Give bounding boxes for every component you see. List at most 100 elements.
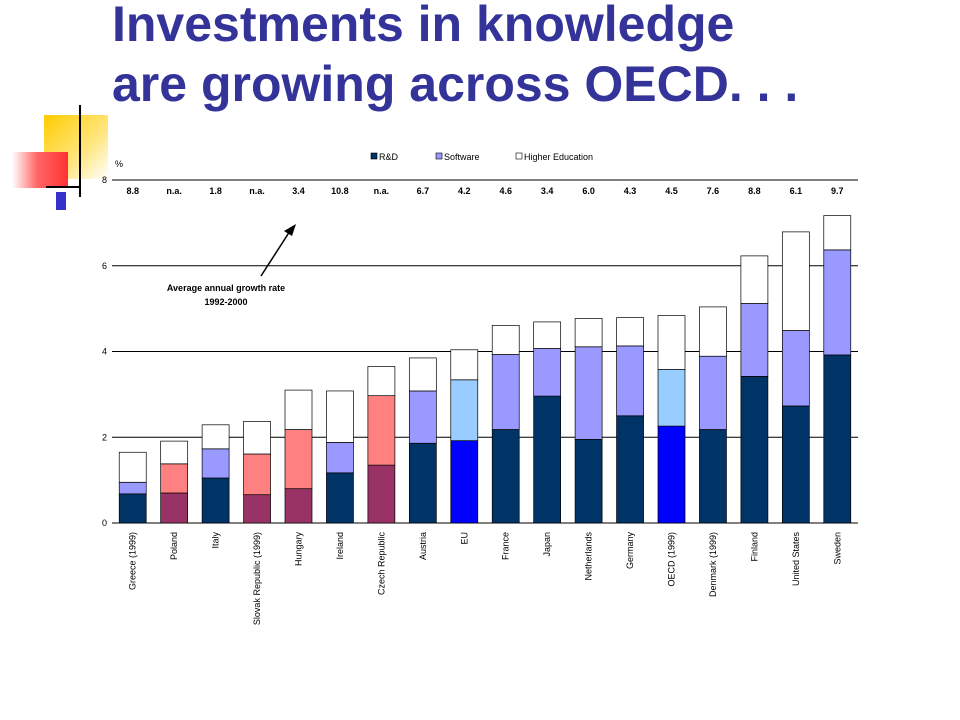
bar-segment-software — [533, 348, 562, 397]
bar-segment-higher-education — [160, 440, 189, 465]
bar-segment-higher-education — [243, 421, 271, 455]
slide-title: Investments in knowledge are growing acr… — [112, 0, 798, 114]
decor-vertical-line — [79, 105, 81, 197]
bar-segment-higher-education — [284, 389, 313, 430]
y-axis-label: % — [115, 159, 123, 169]
growth-rate-value: 4.5 — [665, 186, 678, 196]
bar-segment-higher-education — [699, 306, 727, 357]
bar-segment-r-d — [823, 354, 852, 524]
growth-rate-value: 8.8 — [126, 186, 139, 196]
y-tick-label: 4 — [102, 347, 107, 357]
bar-segment-r-d — [367, 464, 396, 524]
x-tick-label: Greece (1999) — [128, 532, 138, 590]
y-tick-label: 0 — [102, 518, 107, 528]
growth-rate-value: n.a. — [166, 186, 182, 196]
bar-segment-software — [781, 330, 810, 407]
x-tick-label: Hungary — [294, 532, 304, 567]
bar-segment-r-d — [243, 494, 271, 524]
growth-rate-value: 7.6 — [707, 186, 720, 196]
y-tick-label: 2 — [102, 432, 107, 442]
bar-segment-higher-education — [118, 451, 147, 483]
bar-segment-r-d — [118, 493, 147, 524]
x-axis-labels: Greece (1999) Poland Italy Slovak Republic … — [128, 532, 843, 626]
bar-segment-r-d — [616, 415, 644, 524]
chart-legend: R&D Software Higher Education — [370, 152, 593, 162]
bar-segment-higher-education — [740, 255, 769, 304]
x-tick-label: Denmark (1999) — [708, 532, 718, 597]
growth-rate-value: n.a. — [374, 186, 390, 196]
growth-rate-value: 9.7 — [831, 186, 844, 196]
x-tick-label: Finland — [749, 532, 759, 562]
bar-segment-higher-education — [533, 321, 562, 349]
legend-label: Higher Education — [524, 152, 593, 162]
x-tick-label: Czech Republic — [376, 532, 386, 596]
bar-segment-software — [657, 369, 686, 427]
bar-segment-software — [201, 448, 230, 479]
y-tick-label: 8 — [102, 175, 107, 185]
legend-swatch — [435, 152, 443, 160]
y-axis-ticks: 0 2 4 6 8 — [102, 175, 107, 528]
decor-blue-square — [56, 192, 66, 210]
bar-segment-r-d — [574, 439, 603, 524]
growth-rate-value: 8.8 — [748, 186, 761, 196]
growth-rate-value: 6.7 — [417, 186, 430, 196]
bar-segment-software — [367, 395, 396, 466]
bar-segment-higher-education — [616, 317, 644, 347]
bar-segment-software — [450, 379, 479, 442]
bar-segment-higher-education — [781, 231, 810, 331]
bar-segment-r-d — [326, 472, 354, 524]
decor-horizontal-line — [46, 186, 80, 188]
bar-segment-r-d — [160, 492, 189, 524]
x-tick-label: OECD (1999) — [667, 532, 677, 587]
annotation-arrowhead — [284, 224, 296, 236]
bar-segment-r-d — [657, 425, 686, 524]
x-tick-label: Ireland — [335, 532, 345, 560]
legend-label: Software — [444, 152, 480, 162]
bar-segment-r-d — [450, 440, 479, 524]
x-tick-label: Austria — [418, 532, 428, 560]
x-tick-label: France — [501, 532, 511, 560]
x-tick-label: United States — [791, 532, 801, 587]
bar-segment-higher-education — [491, 324, 520, 355]
x-tick-label: Netherlands — [584, 532, 594, 581]
y-tick-label: 6 — [102, 261, 107, 271]
x-tick-label: Germany — [625, 532, 635, 570]
growth-rate-annotation: Average annual growth rate 1992-2000 — [167, 224, 296, 307]
bar-segment-software — [284, 429, 313, 490]
bar-segment-r-d — [533, 395, 562, 524]
growth-rate-value: 3.4 — [541, 186, 554, 196]
title-line-1: Investments in knowledge — [112, 0, 735, 52]
bar-segment-r-d — [740, 376, 769, 524]
bar-segment-software — [408, 390, 437, 444]
bar-segment-higher-education — [201, 424, 230, 450]
bar-segment-higher-education — [450, 349, 479, 381]
bar-segment-software — [823, 249, 852, 356]
bar-segment-r-d — [699, 429, 727, 524]
gridlines — [112, 179, 858, 524]
bar-segment-r-d — [408, 442, 437, 524]
bar-segment-software — [326, 442, 354, 474]
x-tick-label: Poland — [169, 532, 179, 560]
bar-segment-r-d — [201, 477, 230, 524]
bar-segment-software — [491, 354, 520, 430]
bar-segment-r-d — [491, 429, 520, 524]
growth-rate-value: 10.8 — [331, 186, 349, 196]
decor-red-square — [12, 152, 68, 188]
x-tick-label: Sweden — [832, 532, 842, 565]
growth-rate-value: 4.6 — [499, 186, 512, 196]
x-tick-label: Italy — [211, 532, 221, 549]
bar-segment-higher-education — [367, 366, 396, 397]
bar-segment-software — [616, 345, 644, 417]
bars — [118, 215, 852, 524]
bar-segment-software — [160, 463, 189, 494]
bar-segment-software — [118, 481, 147, 495]
bar-segment-higher-education — [574, 318, 603, 348]
bar-segment-software — [699, 355, 727, 430]
bar-segment-software — [740, 303, 769, 377]
annotation-line-1: Average annual growth rate — [167, 283, 285, 293]
x-tick-label: EU — [459, 532, 469, 545]
growth-rate-value: 4.2 — [458, 186, 471, 196]
annotation-line-2: 1992-2000 — [204, 297, 247, 307]
growth-rate-value: 4.3 — [624, 186, 637, 196]
